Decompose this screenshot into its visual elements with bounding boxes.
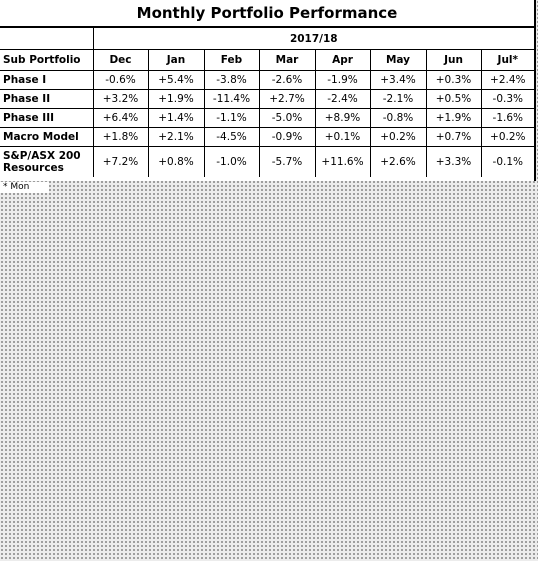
value-cell: +3.2% xyxy=(92,89,148,109)
month-header: Apr xyxy=(314,49,370,71)
month-header: Jan xyxy=(147,49,204,71)
value-cell: +1.9% xyxy=(425,108,481,128)
table-row: Phase I -0.6% +5.4% -3.8% -2.6% -1.9% +3… xyxy=(0,70,535,90)
value-cell: +7.2% xyxy=(92,146,148,177)
value-cell: -2.1% xyxy=(369,89,426,109)
value-cell: -2.6% xyxy=(258,70,315,90)
value-cell: -0.6% xyxy=(92,70,148,90)
value-cell: +11.6% xyxy=(314,146,370,177)
row-label: Macro Model xyxy=(0,127,93,147)
value-cell: +0.8% xyxy=(147,146,204,177)
value-cell: -5.0% xyxy=(258,108,315,128)
value-cell: +0.5% xyxy=(425,89,481,109)
month-header: Jul* xyxy=(480,49,535,71)
value-cell: +5.4% xyxy=(147,70,204,90)
performance-table-panel: Monthly Portfolio Performance 2017/18 Su… xyxy=(0,0,536,181)
value-cell: -0.8% xyxy=(369,108,426,128)
table-row: Phase II +3.2% +1.9% -11.4% +2.7% -2.4% … xyxy=(0,89,535,109)
value-cell: +2.7% xyxy=(258,89,315,109)
value-cell: -1.9% xyxy=(314,70,370,90)
row-label: Phase II xyxy=(0,89,93,109)
performance-table: 2017/18 Sub Portfolio Dec Jan Feb Mar Ap… xyxy=(0,28,535,177)
value-cell: -11.4% xyxy=(203,89,259,109)
value-cell: +0.7% xyxy=(425,127,481,147)
period-label: 2017/18 xyxy=(92,28,535,50)
value-cell: +2.4% xyxy=(480,70,535,90)
value-cell: -4.5% xyxy=(203,127,259,147)
value-cell: +0.3% xyxy=(425,70,481,90)
value-cell: +3.3% xyxy=(425,146,481,177)
value-cell: -0.3% xyxy=(480,89,535,109)
month-header: May xyxy=(369,49,426,71)
value-cell: +2.6% xyxy=(369,146,426,177)
period-blank-cell xyxy=(0,28,93,50)
month-header: Mar xyxy=(258,49,315,71)
month-header: Feb xyxy=(203,49,259,71)
table-row: S&P/ASX 200 Resources +7.2% +0.8% -1.0% … xyxy=(0,146,535,177)
value-cell: -1.6% xyxy=(480,108,535,128)
value-cell: -3.8% xyxy=(203,70,259,90)
month-header: Jun xyxy=(425,49,481,71)
value-cell: +8.9% xyxy=(314,108,370,128)
value-cell: +0.1% xyxy=(314,127,370,147)
table-row: Phase III +6.4% +1.4% -1.1% -5.0% +8.9% … xyxy=(0,108,535,128)
table-title: Monthly Portfolio Performance xyxy=(0,0,534,28)
row-label: Phase III xyxy=(0,108,93,128)
sub-portfolio-header: Sub Portfolio xyxy=(0,49,93,71)
value-cell: -0.1% xyxy=(480,146,535,177)
value-cell: -1.0% xyxy=(203,146,259,177)
value-cell: +1.8% xyxy=(92,127,148,147)
value-cell: -1.1% xyxy=(203,108,259,128)
month-header: Dec xyxy=(92,49,148,71)
value-cell: -5.7% xyxy=(258,146,315,177)
value-cell: +2.1% xyxy=(147,127,204,147)
value-cell: -0.9% xyxy=(258,127,315,147)
value-cell: +3.4% xyxy=(369,70,426,90)
value-cell: +0.2% xyxy=(480,127,535,147)
row-label: Phase I xyxy=(0,70,93,90)
footnote: * Mon xyxy=(0,182,49,193)
header-row: Sub Portfolio Dec Jan Feb Mar Apr May Ju… xyxy=(0,49,535,71)
table-row: Macro Model +1.8% +2.1% -4.5% -0.9% +0.1… xyxy=(0,127,535,147)
row-label: S&P/ASX 200 Resources xyxy=(0,146,93,177)
value-cell: +1.4% xyxy=(147,108,204,128)
value-cell: -2.4% xyxy=(314,89,370,109)
period-row: 2017/18 xyxy=(0,28,535,50)
value-cell: +0.2% xyxy=(369,127,426,147)
value-cell: +6.4% xyxy=(92,108,148,128)
value-cell: +1.9% xyxy=(147,89,204,109)
